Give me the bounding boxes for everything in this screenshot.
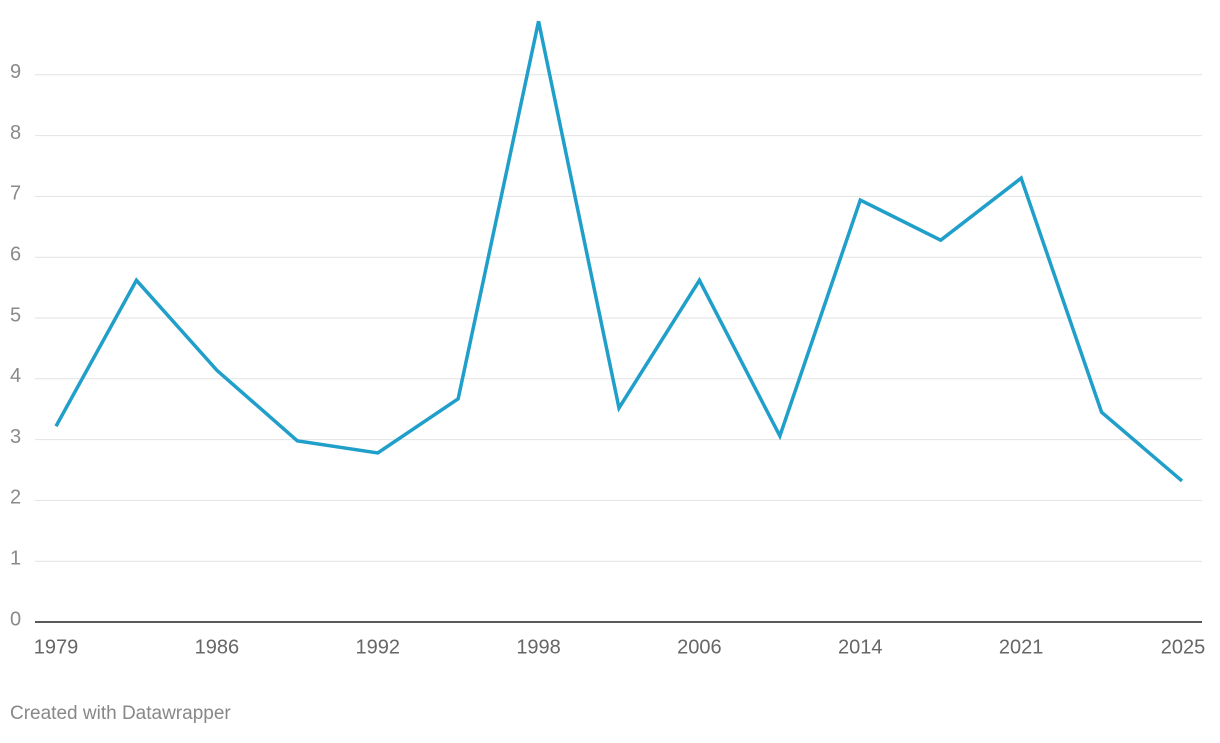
x-tick-label: 2006 — [677, 636, 722, 658]
x-tick-label: 1992 — [355, 636, 400, 658]
y-tick-label: 5 — [10, 304, 21, 326]
y-tick-label: 3 — [10, 426, 21, 448]
footer: Created with Datawrapper — [10, 703, 231, 724]
x-tick-label: 2021 — [999, 636, 1044, 658]
x-tick-label: 1998 — [516, 636, 561, 658]
y-tick-label: 2 — [10, 487, 21, 509]
y-tick-label: 4 — [10, 365, 21, 387]
line — [54, 20, 1184, 483]
y-tick-label: 6 — [10, 243, 21, 265]
x-tick-label: 1986 — [195, 636, 240, 658]
x-tick-label: 2014 — [838, 636, 883, 658]
y-tick-label: 7 — [10, 183, 21, 205]
x-tick-label: 1979 — [34, 636, 79, 658]
y-tick-label: 8 — [10, 122, 21, 144]
y-tick-label: 1 — [10, 547, 21, 569]
y-tick-label: 9 — [10, 61, 21, 83]
y-tick-label: 0 — [10, 608, 21, 630]
x-tick-label: 2025 — [1161, 636, 1206, 658]
